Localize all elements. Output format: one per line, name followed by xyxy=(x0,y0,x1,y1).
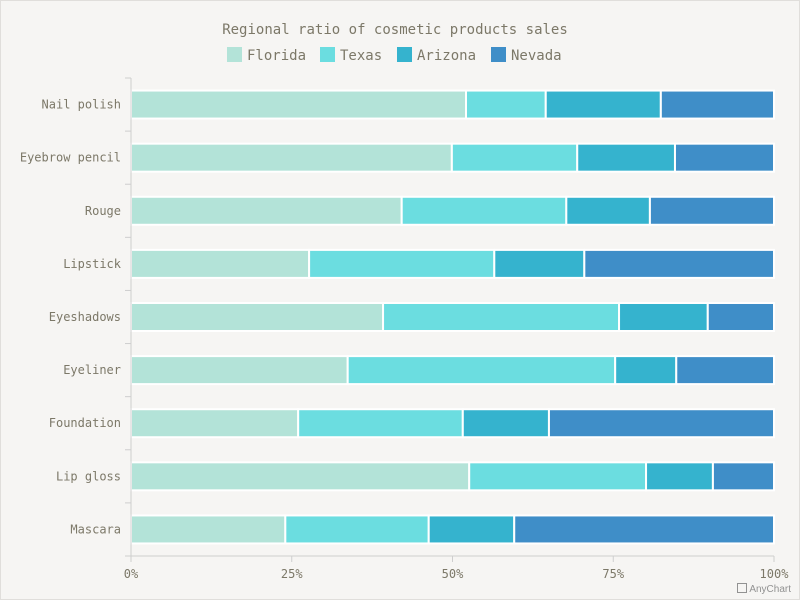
credit-icon xyxy=(737,583,748,593)
bar-eyeliner-nevada[interactable] xyxy=(675,355,775,386)
bar-mascara-arizona[interactable] xyxy=(427,514,516,545)
legend: Florida Texas Arizona Nevada xyxy=(227,47,562,64)
bar-lip-gloss-florida[interactable] xyxy=(130,461,471,492)
bar-eyeliner-florida[interactable] xyxy=(130,355,349,386)
bar-lip-gloss-nevada[interactable] xyxy=(711,461,775,492)
bar-eyebrow-pencil-nevada[interactable] xyxy=(673,142,776,173)
bar-eyebrow-pencil-florida[interactable] xyxy=(130,142,453,173)
axes: 0% 25% 50% 75% 100% xyxy=(124,77,790,581)
chart-title: Regional ratio of cosmetic products sale… xyxy=(222,22,568,38)
category-label: Eyeshadows xyxy=(49,310,121,324)
bar-foundation-arizona[interactable] xyxy=(461,408,550,439)
bar-mascara-florida[interactable] xyxy=(130,514,287,545)
category-label: Nail polish xyxy=(42,98,121,112)
bar-lipstick-arizona[interactable] xyxy=(493,248,586,279)
legend-swatch-texas[interactable] xyxy=(320,47,335,62)
x-tick-label: 50% xyxy=(442,567,464,581)
bar-eyeshadows-florida[interactable] xyxy=(130,302,385,332)
legend-label-florida[interactable]: Florida xyxy=(247,48,306,64)
bar-mascara-texas[interactable] xyxy=(284,514,430,545)
bar-eyeshadows-texas[interactable] xyxy=(382,302,621,332)
bar-lipstick-nevada[interactable] xyxy=(583,248,775,279)
category-label: Mascara xyxy=(70,522,121,536)
legend-label-texas[interactable]: Texas xyxy=(340,48,382,64)
x-tick-label: 25% xyxy=(281,567,303,581)
bar-foundation-florida[interactable] xyxy=(130,408,300,439)
bar-mascara-nevada[interactable] xyxy=(513,514,776,545)
bar-lipstick-florida[interactable] xyxy=(130,248,311,279)
bar-nail-polish-texas[interactable] xyxy=(465,89,547,120)
bar-rouge-arizona[interactable] xyxy=(565,195,651,226)
category-label: Rouge xyxy=(85,204,121,218)
bar-nail-polish-nevada[interactable] xyxy=(659,89,775,120)
category-label: Foundation xyxy=(49,416,121,430)
bar-rouge-texas[interactable] xyxy=(400,195,568,226)
bar-eyeshadows-arizona[interactable] xyxy=(618,302,709,332)
bar-eyeshadows-nevada[interactable] xyxy=(706,302,775,332)
anychart-credit[interactable]: AnyChart xyxy=(737,583,791,595)
legend-label-nevada[interactable]: Nevada xyxy=(511,48,562,64)
bar-lip-gloss-arizona[interactable] xyxy=(645,461,714,492)
bar-nail-polish-florida[interactable] xyxy=(130,89,468,120)
legend-swatch-arizona[interactable] xyxy=(397,47,412,62)
bar-eyebrow-pencil-texas[interactable] xyxy=(450,142,579,173)
credit-text: AnyChart xyxy=(749,584,791,595)
x-tick-label: 0% xyxy=(124,567,139,581)
bar-lipstick-texas[interactable] xyxy=(308,248,496,279)
category-label: Eyeliner xyxy=(63,363,121,377)
category-label: Lip gloss xyxy=(56,469,121,483)
x-tick-label: 100% xyxy=(760,567,790,581)
legend-label-arizona[interactable]: Arizona xyxy=(417,48,476,64)
bar-rouge-florida[interactable] xyxy=(130,195,403,226)
bar-eyeliner-texas[interactable] xyxy=(346,355,617,386)
legend-swatch-florida[interactable] xyxy=(227,47,242,62)
bar-eyeliner-arizona[interactable] xyxy=(614,355,678,386)
category-label: Eyebrow pencil xyxy=(20,151,121,165)
bar-nail-polish-arizona[interactable] xyxy=(544,89,662,120)
bar-rouge-nevada[interactable] xyxy=(648,195,775,226)
bar-foundation-texas[interactable] xyxy=(297,408,464,439)
category-label: Lipstick xyxy=(63,257,122,271)
bars: Nail polish Eyebrow pencil Rouge Lipstick Ey… xyxy=(20,89,776,545)
bar-eyebrow-pencil-arizona[interactable] xyxy=(576,142,676,173)
bar-foundation-nevada[interactable] xyxy=(547,408,776,439)
bar-lip-gloss-texas[interactable] xyxy=(468,461,648,492)
x-tick-label: 75% xyxy=(602,567,624,581)
legend-swatch-nevada[interactable] xyxy=(491,47,506,62)
